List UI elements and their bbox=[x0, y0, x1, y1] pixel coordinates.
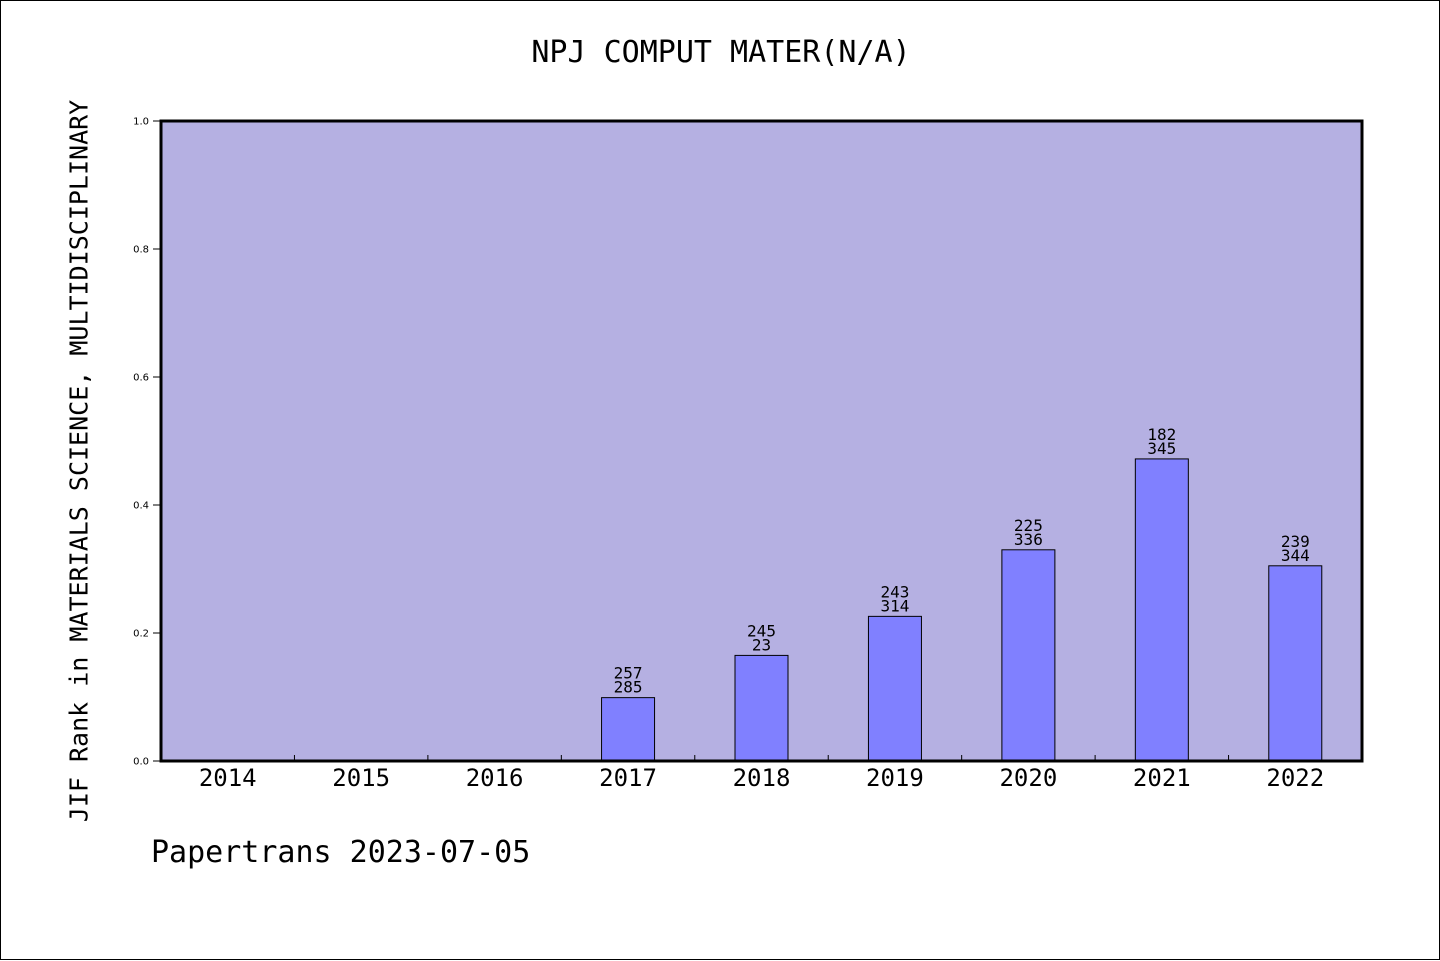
footer-text: Papertrans 2023-07-05 bbox=[151, 835, 531, 870]
bar-label-bottom-2020: 336 bbox=[1014, 530, 1043, 549]
bar-2017 bbox=[601, 697, 656, 762]
x-tick-label-2018: 2018 bbox=[733, 764, 791, 792]
x-tick-label-2017: 2017 bbox=[599, 764, 657, 792]
plot-border bbox=[159, 119, 1364, 763]
bar-label-top-2020: 225 bbox=[1014, 516, 1043, 535]
bar-2020 bbox=[1001, 549, 1056, 762]
bar-label-bottom-2018: 23 bbox=[752, 635, 771, 654]
bar-label-bottom-2022: 344 bbox=[1281, 546, 1310, 565]
y-tick-label-0.0: 0.0 bbox=[133, 757, 149, 768]
bar-label-bottom-2019: 314 bbox=[880, 596, 909, 615]
bar-label-top-2021: 182 bbox=[1147, 425, 1176, 444]
bar-2018 bbox=[734, 654, 789, 762]
y-tick-label-0.4: 0.4 bbox=[133, 501, 149, 512]
bar-label-bottom-2021: 345 bbox=[1147, 439, 1176, 458]
bar-label-top-2018: 245 bbox=[747, 621, 776, 640]
bar-label-top-2017: 257 bbox=[614, 664, 643, 683]
y-tick-label-0.2: 0.2 bbox=[133, 629, 149, 640]
bar-label-top-2022: 239 bbox=[1281, 532, 1310, 551]
x-tick-label-2014: 2014 bbox=[199, 764, 257, 792]
x-tick-label-2019: 2019 bbox=[866, 764, 924, 792]
y-tick-label-0.8: 0.8 bbox=[133, 245, 149, 256]
chart-title: NPJ COMPUT MATER(N/A) bbox=[531, 35, 911, 70]
x-tick-label-2020: 2020 bbox=[999, 764, 1057, 792]
bar-label-bottom-2017: 285 bbox=[614, 678, 643, 697]
x-tick-label-2016: 2016 bbox=[466, 764, 524, 792]
y-tick-label-1.0: 1.0 bbox=[133, 117, 149, 128]
y-tick-label-0.6: 0.6 bbox=[133, 373, 149, 384]
bar-2021 bbox=[1134, 458, 1189, 762]
bar-label-top-2019: 243 bbox=[880, 582, 909, 601]
x-tick-label-2021: 2021 bbox=[1133, 764, 1191, 792]
bar-2019 bbox=[867, 615, 922, 762]
x-tick-label-2022: 2022 bbox=[1266, 764, 1324, 792]
x-tick-label-2015: 2015 bbox=[332, 764, 390, 792]
bar-2022 bbox=[1268, 565, 1323, 762]
